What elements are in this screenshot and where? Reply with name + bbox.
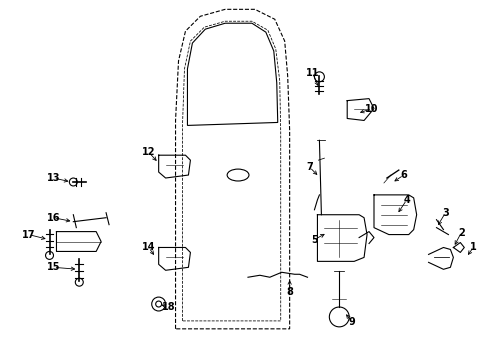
Text: 12: 12 — [142, 147, 155, 157]
Text: 18: 18 — [162, 302, 175, 312]
Text: 8: 8 — [286, 287, 293, 297]
Text: 4: 4 — [403, 195, 410, 205]
Text: 9: 9 — [349, 317, 356, 327]
Text: 5: 5 — [311, 234, 318, 244]
Text: 3: 3 — [442, 208, 449, 218]
Text: 7: 7 — [306, 162, 313, 172]
Text: 15: 15 — [47, 262, 60, 272]
Text: 16: 16 — [47, 213, 60, 223]
Text: 14: 14 — [142, 243, 155, 252]
Text: 17: 17 — [22, 230, 35, 239]
Text: 1: 1 — [470, 243, 477, 252]
Text: 2: 2 — [458, 228, 465, 238]
Text: 13: 13 — [47, 173, 60, 183]
Text: 10: 10 — [365, 104, 379, 113]
Text: 11: 11 — [306, 68, 319, 78]
Text: 6: 6 — [400, 170, 407, 180]
